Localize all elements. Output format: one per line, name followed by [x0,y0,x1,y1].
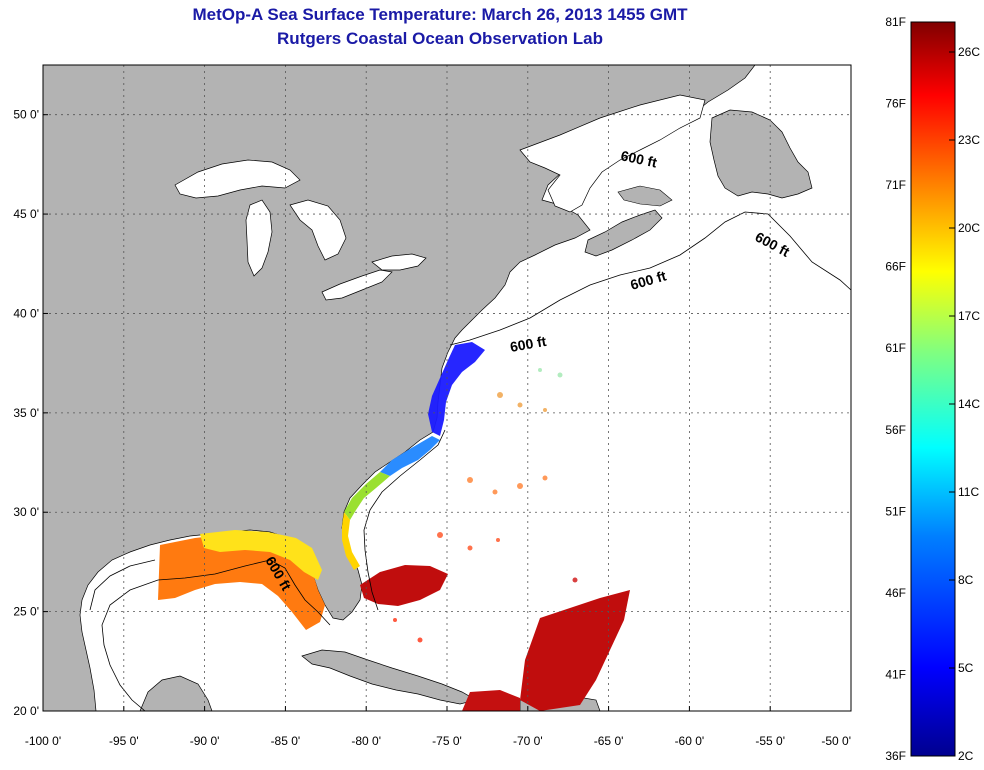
isobath-gulf [101,559,331,711]
colorbar-f-label: 76F [885,97,906,111]
colorbar-f-label: 61F [885,341,906,355]
lake-ontario [371,253,427,271]
isobath-600ft [89,211,851,711]
lat-tick-label: 50 0' [13,108,39,122]
lon-tick-label: -100 0' [25,734,61,748]
isobath-atlantic [449,211,851,346]
sst-patch-gulf-yellow [200,530,322,580]
contour-label: 600 ft [509,333,548,355]
map-title: MetOp-A Sea Surface Temperature: March 2… [192,5,688,24]
lake-huron [289,199,347,261]
lat-tick-label: 30 0' [13,505,39,519]
nova-scotia-land [584,209,663,257]
pei-land [617,185,673,207]
colorbar-f-label: 81F [885,15,906,29]
colorbar-c-label: 17C [958,309,980,323]
isobath-gulf-inner [89,559,156,611]
colorbar-f-label: 56F [885,423,906,437]
lon-tick-label: -75 0' [432,734,462,748]
sst-patch-sargasso-warm [520,590,630,711]
lon-tick-label: -55 0' [755,734,785,748]
colorbar-c-label: 8C [958,573,974,587]
sst-patch-caribbean-warm [462,690,520,711]
lat-tick-label: 35 0' [13,406,39,420]
colorbar-c-label: 14C [958,397,980,411]
lake-erie [321,269,393,301]
colorbar-c-label: 20C [958,221,980,235]
lon-tick-label: -60 0' [675,734,705,748]
colorbar-f-label: 51F [885,504,906,518]
colorbar-c-label: 2C [958,749,974,763]
colorbar-fahrenheit-labels: 81F 76F 71F 66F 61F 56F 51F 46F 41F 36F [885,15,906,763]
lon-tick-label: -50 0' [821,734,851,748]
sst-patch-bahamas-warm [360,565,448,606]
lat-tick-label: 45 0' [13,207,39,221]
lon-tick-label: -65 0' [594,734,624,748]
colorbar-celsius-labels: 26C 23C 20C 17C 14C 11C 8C 5C 2C [949,45,980,763]
lon-tick-label: -95 0' [109,734,139,748]
sst-patch-florida-east [342,512,360,570]
lon-tick-label: -90 0' [190,734,220,748]
colorbar-f-label: 66F [885,260,906,274]
isobath-southeast [363,429,446,611]
colorbar-c-label: 5C [958,661,974,675]
lon-tick-label: -70 0' [513,734,543,748]
sst-patch-carolina-coast [380,436,440,476]
lat-tick-label: 40 0' [13,306,39,320]
sst-data-layer [158,342,630,711]
sst-scattered-points [393,368,578,643]
colorbar-c-label: 26C [958,45,980,59]
colorbar-c-label: 23C [958,133,980,147]
colorbar-f-label: 46F [885,586,906,600]
latitude-ticks: 50 0' 45 0' 40 0' 35 0' 30 0' 25 0' 20 0' [13,108,48,718]
graticule [43,65,851,711]
yucatan-land [139,675,213,711]
lake-michigan [245,199,273,277]
colorbar-f-label: 71F [885,178,906,192]
north-america-land [43,65,756,711]
lake-superior [174,159,301,199]
colorbar-f-label: 36F [885,749,906,763]
lat-tick-label: 25 0' [13,605,39,619]
colorbar [910,21,956,757]
lon-tick-label: -80 0' [351,734,381,748]
lat-tick-label: 20 0' [13,704,39,718]
colorbar-f-label: 41F [885,667,906,681]
sst-patch-mid-atlantic-cold [428,342,485,436]
map-subtitle: Rutgers Coastal Ocean Observation Lab [277,29,603,48]
gulf-st-lawrence [519,94,706,213]
sst-patch-gulf-warm [158,534,325,630]
sst-patch-georgia-coast [344,472,390,520]
lon-tick-label: -85 0' [271,734,301,748]
colorbar-c-label: 11C [958,485,979,499]
contour-label: 600 ft [619,147,658,170]
longitude-ticks: -100 0' -95 0' -90 0' -85 0' -80 0' -75 0' -70… [25,706,852,748]
